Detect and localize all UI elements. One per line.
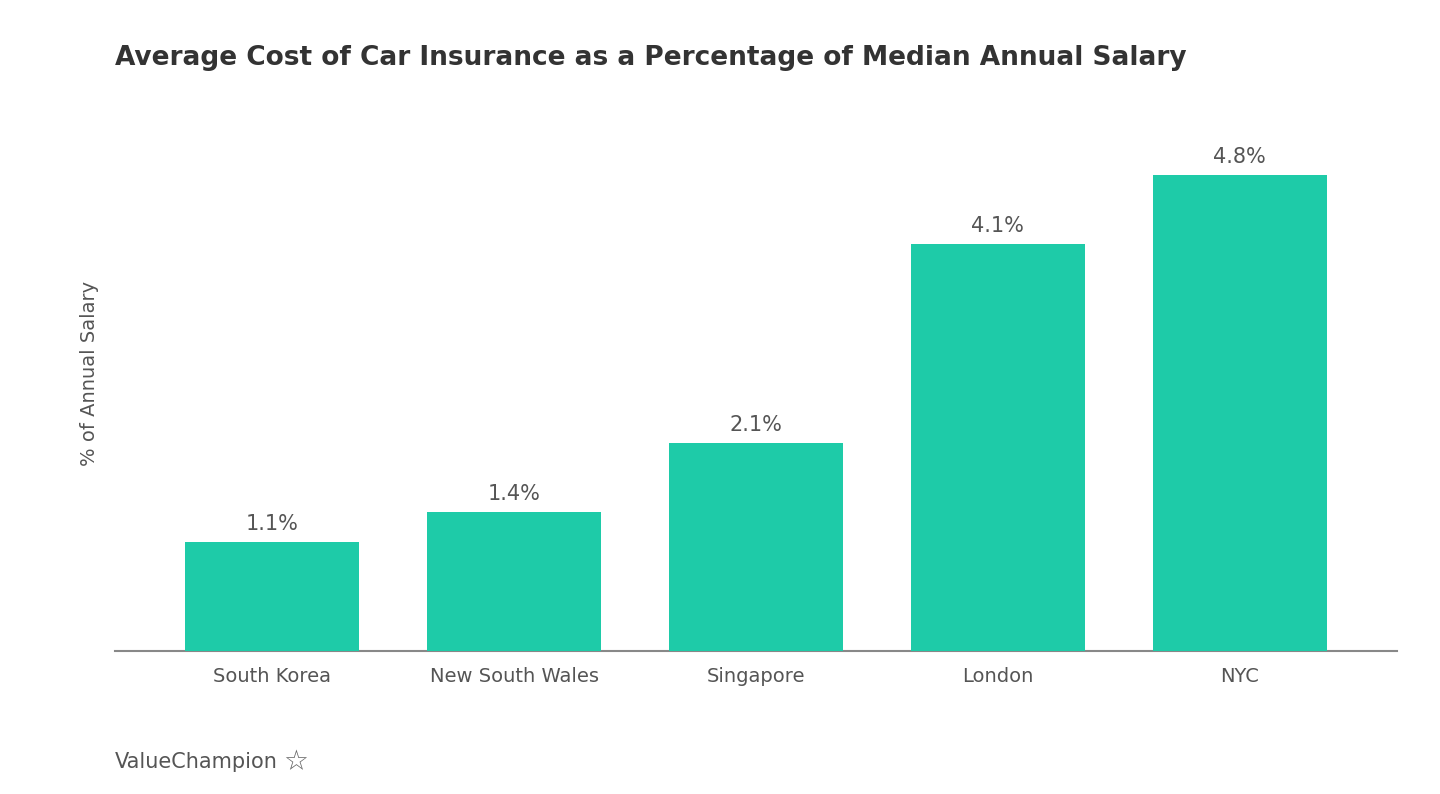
Bar [910,245,1084,651]
Bar [670,443,842,651]
Text: 4.8%: 4.8% [1214,147,1266,167]
Bar [186,542,360,651]
Bar [1152,175,1326,651]
Text: 2.1%: 2.1% [730,414,782,434]
Text: 1.4%: 1.4% [488,484,540,504]
Text: 4.1%: 4.1% [972,216,1024,237]
Text: 1.1%: 1.1% [246,514,300,534]
Text: Average Cost of Car Insurance as a Percentage of Median Annual Salary: Average Cost of Car Insurance as a Perce… [115,44,1187,71]
Bar [428,512,602,651]
Text: ☆: ☆ [284,748,308,777]
Text: ValueChampion: ValueChampion [115,752,278,773]
Y-axis label: % of Annual Salary: % of Annual Salary [79,280,98,466]
